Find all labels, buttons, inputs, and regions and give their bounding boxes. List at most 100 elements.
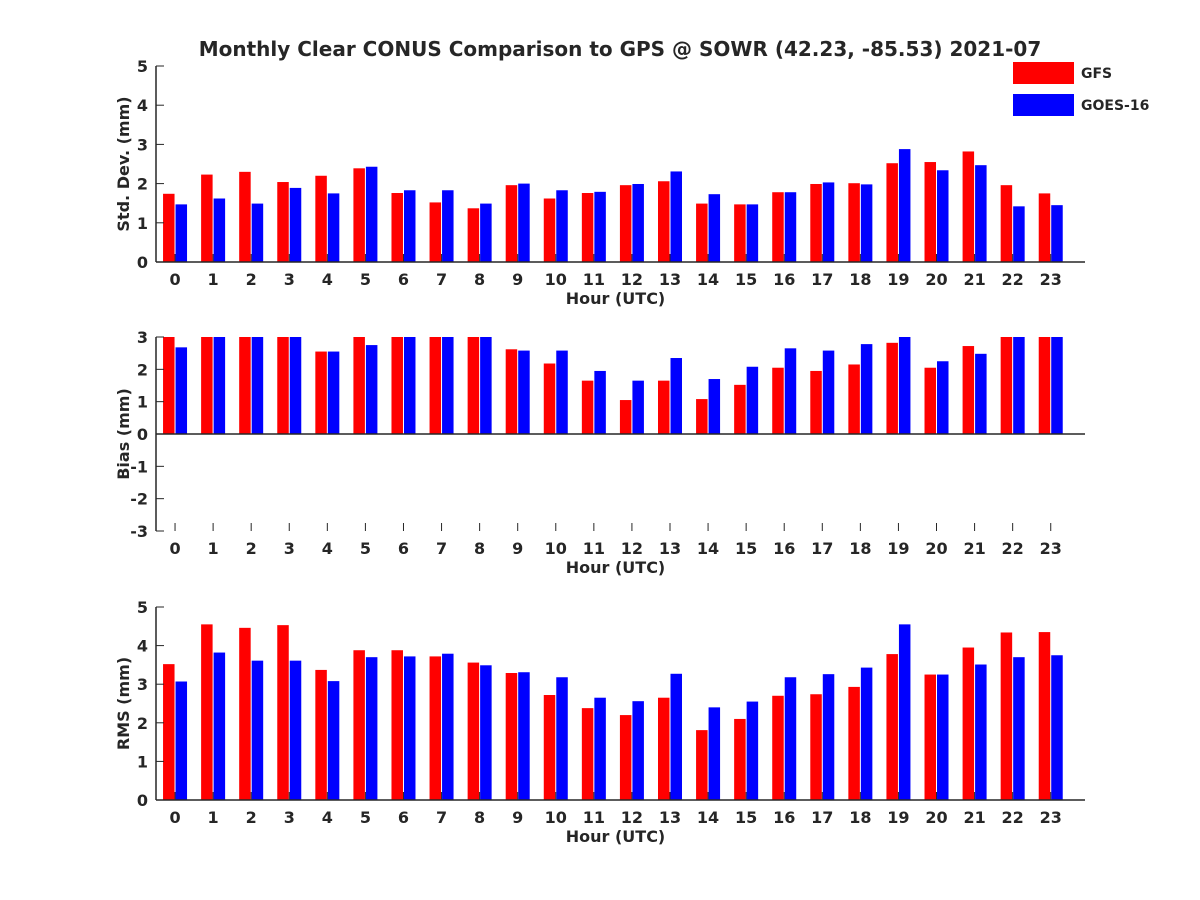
legend-label-goes16: GOES-16 [1081,98,1149,114]
y-tick-label: 5 [137,57,148,76]
y-axis-label: RMS (mm) [114,657,133,750]
x-tick-label: 21 [963,539,985,558]
x-tick-label: 13 [659,270,681,289]
bar-gfs-hour-15 [734,384,746,434]
x-tick-label: 0 [169,808,180,827]
bar-goes16-hour-1 [213,337,226,434]
bar-goes16-hour-7 [442,190,454,262]
x-tick-label: 9 [512,808,523,827]
bar-gfs-hour-9 [505,673,518,800]
bar-gfs-hour-23 [1038,632,1051,800]
x-tick-label: 15 [735,539,757,558]
bar-gfs-hour-18 [848,183,860,262]
bar-goes16-hour-8 [480,665,492,800]
x-tick-label: 15 [735,270,757,289]
bar-gfs-hour-16 [772,695,784,800]
y-tick-label: 5 [137,598,148,617]
x-tick-label: 22 [1002,808,1024,827]
y-tick-label: -3 [130,522,148,541]
x-tick-label: 12 [621,270,643,289]
x-tick-label: 9 [512,539,523,558]
bar-gfs-hour-14 [696,730,708,800]
bar-gfs-hour-14 [696,203,708,262]
bar-goes16-hour-14 [708,194,721,262]
bar-goes16-hour-16 [784,192,797,262]
y-axis-label: Std. Dev. (mm) [114,96,133,231]
bar-gfs-hour-7 [429,656,442,800]
bar-goes16-hour-11 [594,370,606,434]
x-tick-label: 16 [773,539,795,558]
bar-gfs-hour-20 [924,674,937,800]
bar-gfs-hour-9 [505,349,518,434]
bar-goes16-hour-21 [975,664,987,800]
bar-goes16-hour-3 [289,337,302,434]
x-tick-label: 15 [735,808,757,827]
bar-goes16-hour-20 [937,170,949,262]
y-tick-label: 1 [137,393,148,412]
bar-gfs-hour-22 [1000,337,1013,434]
y-tick-label: 2 [137,714,148,733]
bar-gfs-hour-1 [201,174,213,262]
x-tick-label: 12 [621,808,643,827]
bar-goes16-hour-11 [594,191,606,262]
bar-goes16-hour-9 [518,672,530,800]
bar-goes16-hour-18 [860,184,873,262]
bar-goes16-hour-17 [822,182,835,262]
y-tick-label: 0 [137,425,148,444]
x-tick-label: 20 [925,808,947,827]
bar-gfs-hour-5 [353,168,365,262]
bar-gfs-hour-4 [315,351,327,434]
y-tick-label: 3 [137,675,148,694]
bar-goes16-hour-8 [480,337,492,434]
x-tick-label: 3 [284,808,295,827]
bar-gfs-hour-17 [810,694,822,800]
x-tick-label: 20 [925,270,947,289]
x-tick-label: 7 [436,539,447,558]
x-tick-label: 5 [360,539,371,558]
x-tick-label: 8 [474,270,485,289]
bar-gfs-hour-22 [1000,632,1013,800]
bar-gfs-hour-13 [658,181,670,262]
bar-gfs-hour-19 [886,342,898,434]
y-tick-label: 2 [137,175,148,194]
legend-label-gfs: GFS [1081,66,1112,82]
bar-gfs-hour-13 [658,697,670,800]
x-tick-label: 6 [398,808,409,827]
x-tick-label: 11 [583,539,605,558]
bar-gfs-hour-1 [201,337,213,434]
bar-goes16-hour-14 [708,707,721,800]
bar-gfs-hour-0 [163,193,175,262]
bar-goes16-hour-4 [327,681,340,800]
bar-goes16-hour-5 [365,166,378,262]
x-tick-label: 10 [545,270,567,289]
bar-gfs-hour-20 [924,162,937,262]
x-tick-label: 6 [398,270,409,289]
bar-gfs-hour-2 [239,171,251,262]
bar-gfs-hour-22 [1000,185,1013,262]
bar-goes16-hour-10 [556,677,568,800]
x-tick-label: 22 [1002,539,1024,558]
bar-goes16-hour-1 [213,198,226,262]
bar-goes16-hour-0 [175,347,188,434]
bar-gfs-hour-10 [543,695,556,800]
bar-goes16-hour-12 [632,380,644,434]
x-tick-label: 14 [697,539,719,558]
bar-gfs-hour-7 [429,202,442,262]
x-tick-label: 18 [849,808,871,827]
legend-swatch-goes16 [1013,94,1074,116]
x-tick-label: 1 [208,808,219,827]
bar-gfs-hour-16 [772,192,784,262]
bar-goes16-hour-0 [175,204,188,262]
bar-goes16-hour-18 [860,667,873,800]
bar-gfs-hour-3 [277,625,289,800]
bar-gfs-hour-19 [886,654,898,800]
bar-gfs-hour-21 [962,151,975,262]
y-tick-label: -2 [130,490,148,509]
y-tick-label: 1 [137,752,148,771]
bar-gfs-hour-17 [810,183,822,262]
y-tick-label: 0 [137,791,148,810]
bar-goes16-hour-9 [518,350,530,434]
